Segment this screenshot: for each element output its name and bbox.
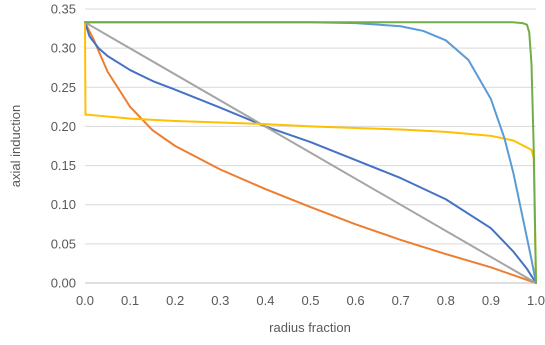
y-tick-label: 0.10	[51, 197, 76, 212]
x-tick-label: 0.1	[121, 293, 139, 308]
x-tick-label: 0.8	[437, 293, 455, 308]
x-axis-label: radius fraction	[269, 320, 351, 335]
series-lines	[84, 21, 537, 284]
y-tick-label: 0.05	[51, 236, 76, 251]
x-tick-label: 0.3	[211, 293, 229, 308]
tick-labels: 0.00 0.05 0.10 0.15 0.20 0.25 0.30 0.35 0.0 0.1 0.…	[51, 2, 545, 309]
x-tick-label: 0.6	[347, 293, 365, 308]
x-tick-label: 1.0	[527, 293, 545, 308]
y-tick-label: 0.15	[51, 158, 76, 173]
y-axis-label: axial induction	[8, 105, 23, 187]
x-tick-label: 0.2	[166, 293, 184, 308]
series-line-6	[84, 21, 537, 284]
y-tick-label: 0.35	[51, 2, 76, 17]
y-tick-label: 0.00	[51, 276, 76, 291]
y-tick-label: 0.20	[51, 119, 76, 134]
gridlines	[85, 8, 536, 245]
series-line-3	[84, 21, 537, 284]
x-tick-label: 0.9	[482, 293, 500, 308]
x-tick-label: 0.5	[301, 293, 319, 308]
x-tick-label: 0.0	[76, 293, 94, 308]
x-tick-label: 0.4	[256, 293, 274, 308]
y-tick-label: 0.25	[51, 80, 76, 95]
series-line-4	[84, 21, 537, 284]
y-tick-label: 0.30	[51, 41, 76, 56]
x-tick-label: 0.7	[392, 293, 410, 308]
series-line-1	[84, 21, 537, 284]
